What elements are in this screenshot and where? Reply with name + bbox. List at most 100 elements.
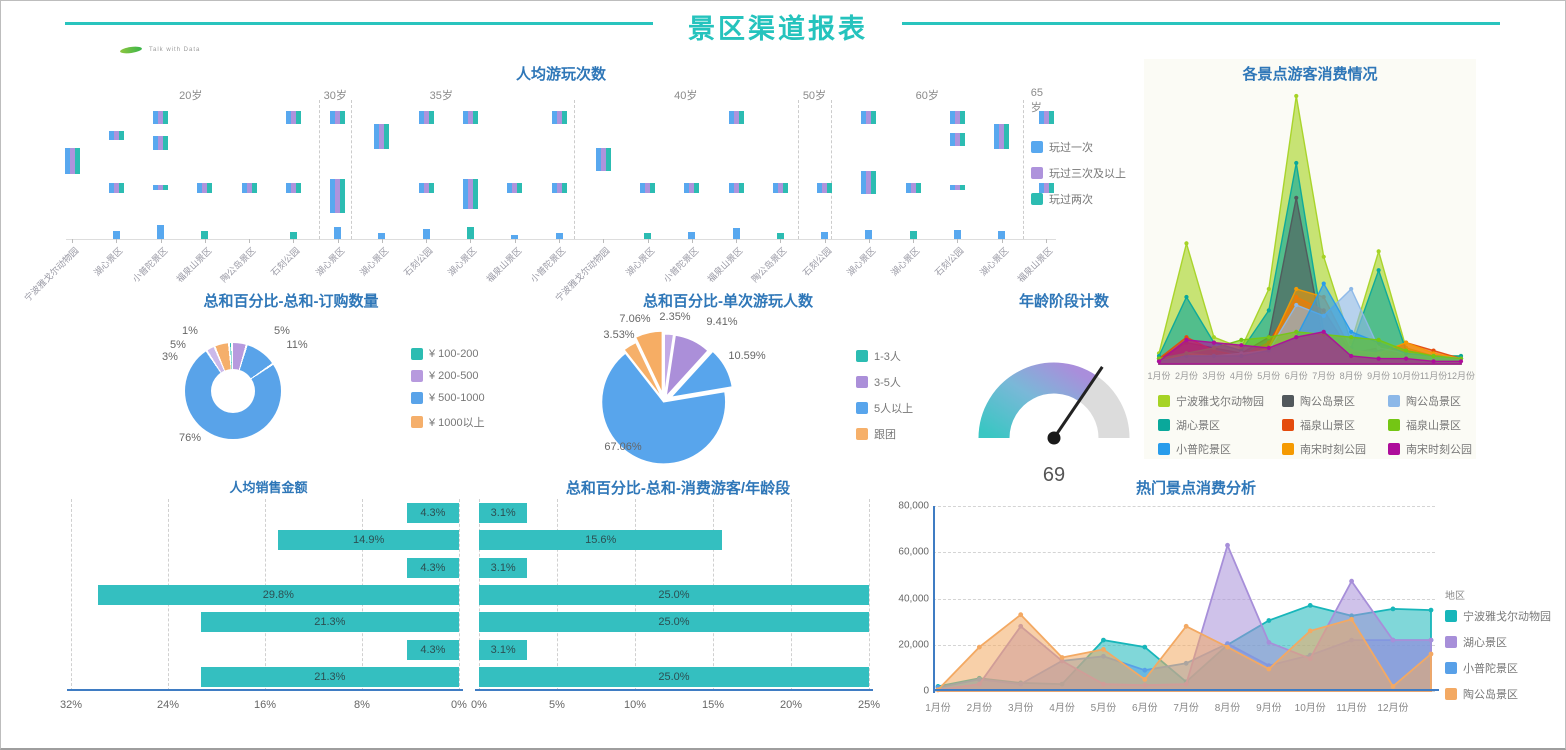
legend-item[interactable]: 福泉山景区: [1388, 417, 1484, 433]
axis-tick-label: 0%: [471, 699, 487, 711]
bar: [158, 136, 164, 150]
legend-item[interactable]: 跟团: [856, 426, 913, 442]
data-dot: [1307, 628, 1313, 634]
legend-item[interactable]: ¥ 500-1000: [411, 392, 485, 404]
legend-item[interactable]: 陶公岛景区: [1445, 686, 1551, 702]
legend-swatch: [1388, 419, 1400, 431]
bar-cluster: [1038, 183, 1054, 193]
bar: [108, 131, 114, 140]
bar: [428, 183, 434, 193]
legend-item[interactable]: 宁波雅戈尔动物园: [1158, 393, 1282, 409]
data-dot: [976, 644, 982, 650]
legend-item[interactable]: 玩过三次及以上: [1031, 165, 1126, 181]
data-dot: [1321, 281, 1326, 286]
legend-item[interactable]: 3-5人: [856, 374, 913, 390]
data-dot: [1211, 335, 1217, 340]
bar-value-label: 21.3%: [314, 616, 346, 629]
legend-title: 地区: [1445, 591, 1465, 602]
bar-cluster: [551, 183, 567, 193]
legend-item[interactable]: 5人以上: [856, 400, 913, 416]
x-axis-label: 1月份: [1147, 371, 1171, 381]
bar: [949, 185, 955, 190]
x-axis-label: 9月份: [1367, 371, 1391, 381]
x-axis-label: 11月份: [1419, 371, 1448, 381]
x-axis-label: 4月份: [1229, 371, 1253, 381]
header-rule-left: [65, 22, 653, 25]
bar: [113, 183, 119, 193]
bar-value-label: 25.0%: [658, 671, 690, 684]
legend-label: 南宋时刻公园: [1300, 444, 1366, 456]
legend-item[interactable]: ¥ 200-500: [411, 370, 485, 382]
chart-title: 年龄阶段计数: [1018, 293, 1109, 310]
bar: [915, 183, 921, 193]
spot-area-svg: [1156, 93, 1464, 365]
data-dot: [1239, 343, 1244, 348]
bar: [959, 133, 965, 146]
bar: [994, 124, 1000, 149]
bar-cluster: [640, 183, 656, 193]
axis-tick-label: 5%: [549, 699, 565, 711]
legend-item[interactable]: 南宋时刻公园: [1388, 441, 1484, 457]
bar: [200, 612, 459, 633]
data-dot: [1101, 647, 1106, 652]
legend-item[interactable]: 1-3人: [856, 348, 913, 364]
legend-item[interactable]: 宁波雅戈尔动物园: [1445, 608, 1551, 624]
legend-item[interactable]: 小普陀景区: [1445, 660, 1551, 676]
legend-item[interactable]: ¥ 100-200: [411, 348, 485, 360]
bar-cluster: [507, 183, 523, 193]
bar-cluster: [462, 179, 478, 209]
bar-cluster: [772, 183, 788, 193]
axis-tick: [426, 239, 428, 243]
bottom-bar: [555, 233, 563, 239]
data-dot: [1266, 335, 1271, 340]
legend-item[interactable]: 玩过两次: [1031, 191, 1126, 207]
y-axis-label: 20,000: [898, 639, 929, 651]
legend-swatch: [411, 370, 423, 382]
gauge-arc-filled: [978, 362, 1097, 439]
bottom-bar: [112, 231, 120, 239]
legend-swatch: [1445, 662, 1457, 674]
chart-title: 总和百分比-单次游玩人数: [643, 293, 813, 310]
data-dot: [1376, 356, 1381, 361]
data-dot: [1142, 677, 1148, 682]
legend-swatch: [856, 402, 868, 414]
legend-item[interactable]: 小普陀景区: [1158, 441, 1282, 457]
data-dot: [1183, 623, 1189, 629]
grid-line: [71, 499, 72, 691]
bar-cluster: [285, 183, 301, 193]
x-axis-label: 12月份: [1377, 703, 1409, 714]
legend-item[interactable]: 湖心景区: [1158, 417, 1282, 433]
legend-item[interactable]: 湖心景区: [1445, 634, 1551, 650]
legend-swatch: [1031, 167, 1043, 179]
bar: [462, 179, 468, 209]
data-dot: [1239, 337, 1244, 342]
value-label: 9.41%: [706, 316, 738, 328]
x-axis-label: 4月份: [1049, 703, 1075, 714]
chart-title: 各景点游客消费情况: [1242, 66, 1378, 83]
data-dot: [1428, 607, 1434, 613]
legend-label: 玩过两次: [1049, 194, 1093, 206]
legend-swatch: [1031, 193, 1043, 205]
axis-tick: [1046, 239, 1047, 243]
legend-item[interactable]: 陶公岛景区: [1388, 393, 1484, 409]
chart-title: 总和百分比-总和-订购数量: [203, 293, 379, 310]
bar-cluster: [949, 111, 965, 124]
bar-cluster: [418, 183, 434, 193]
legend-item[interactable]: ¥ 1000以上: [411, 414, 485, 430]
data-dot: [1059, 655, 1065, 660]
legend-item[interactable]: 玩过一次: [1031, 139, 1126, 155]
chart-title: 热门景点消费分析: [1135, 480, 1256, 497]
axis-tick-label: 16%: [253, 699, 277, 711]
legend-item[interactable]: 福泉山景区: [1282, 417, 1388, 433]
data-dot: [1376, 337, 1381, 342]
legend-item[interactable]: 陶公岛景区: [1282, 393, 1388, 409]
data-dot: [1101, 637, 1106, 643]
bar: [738, 111, 744, 124]
x-axis-line: [67, 689, 463, 691]
bar-cluster: [330, 111, 346, 124]
hot-spots-legend: 宁波雅戈尔动物园 湖心景区小普陀景区陶公岛景区: [1445, 608, 1551, 702]
bottom-bar: [334, 227, 342, 239]
legend-label: 3-5人: [874, 377, 901, 389]
legend-item[interactable]: 南宋时刻公园: [1282, 441, 1388, 457]
panel-consumer-age: 总和百分比-总和-消费游客/年龄段 0% 5% 10% 15% 20% 25% 3.1% 15…: [471, 475, 885, 720]
